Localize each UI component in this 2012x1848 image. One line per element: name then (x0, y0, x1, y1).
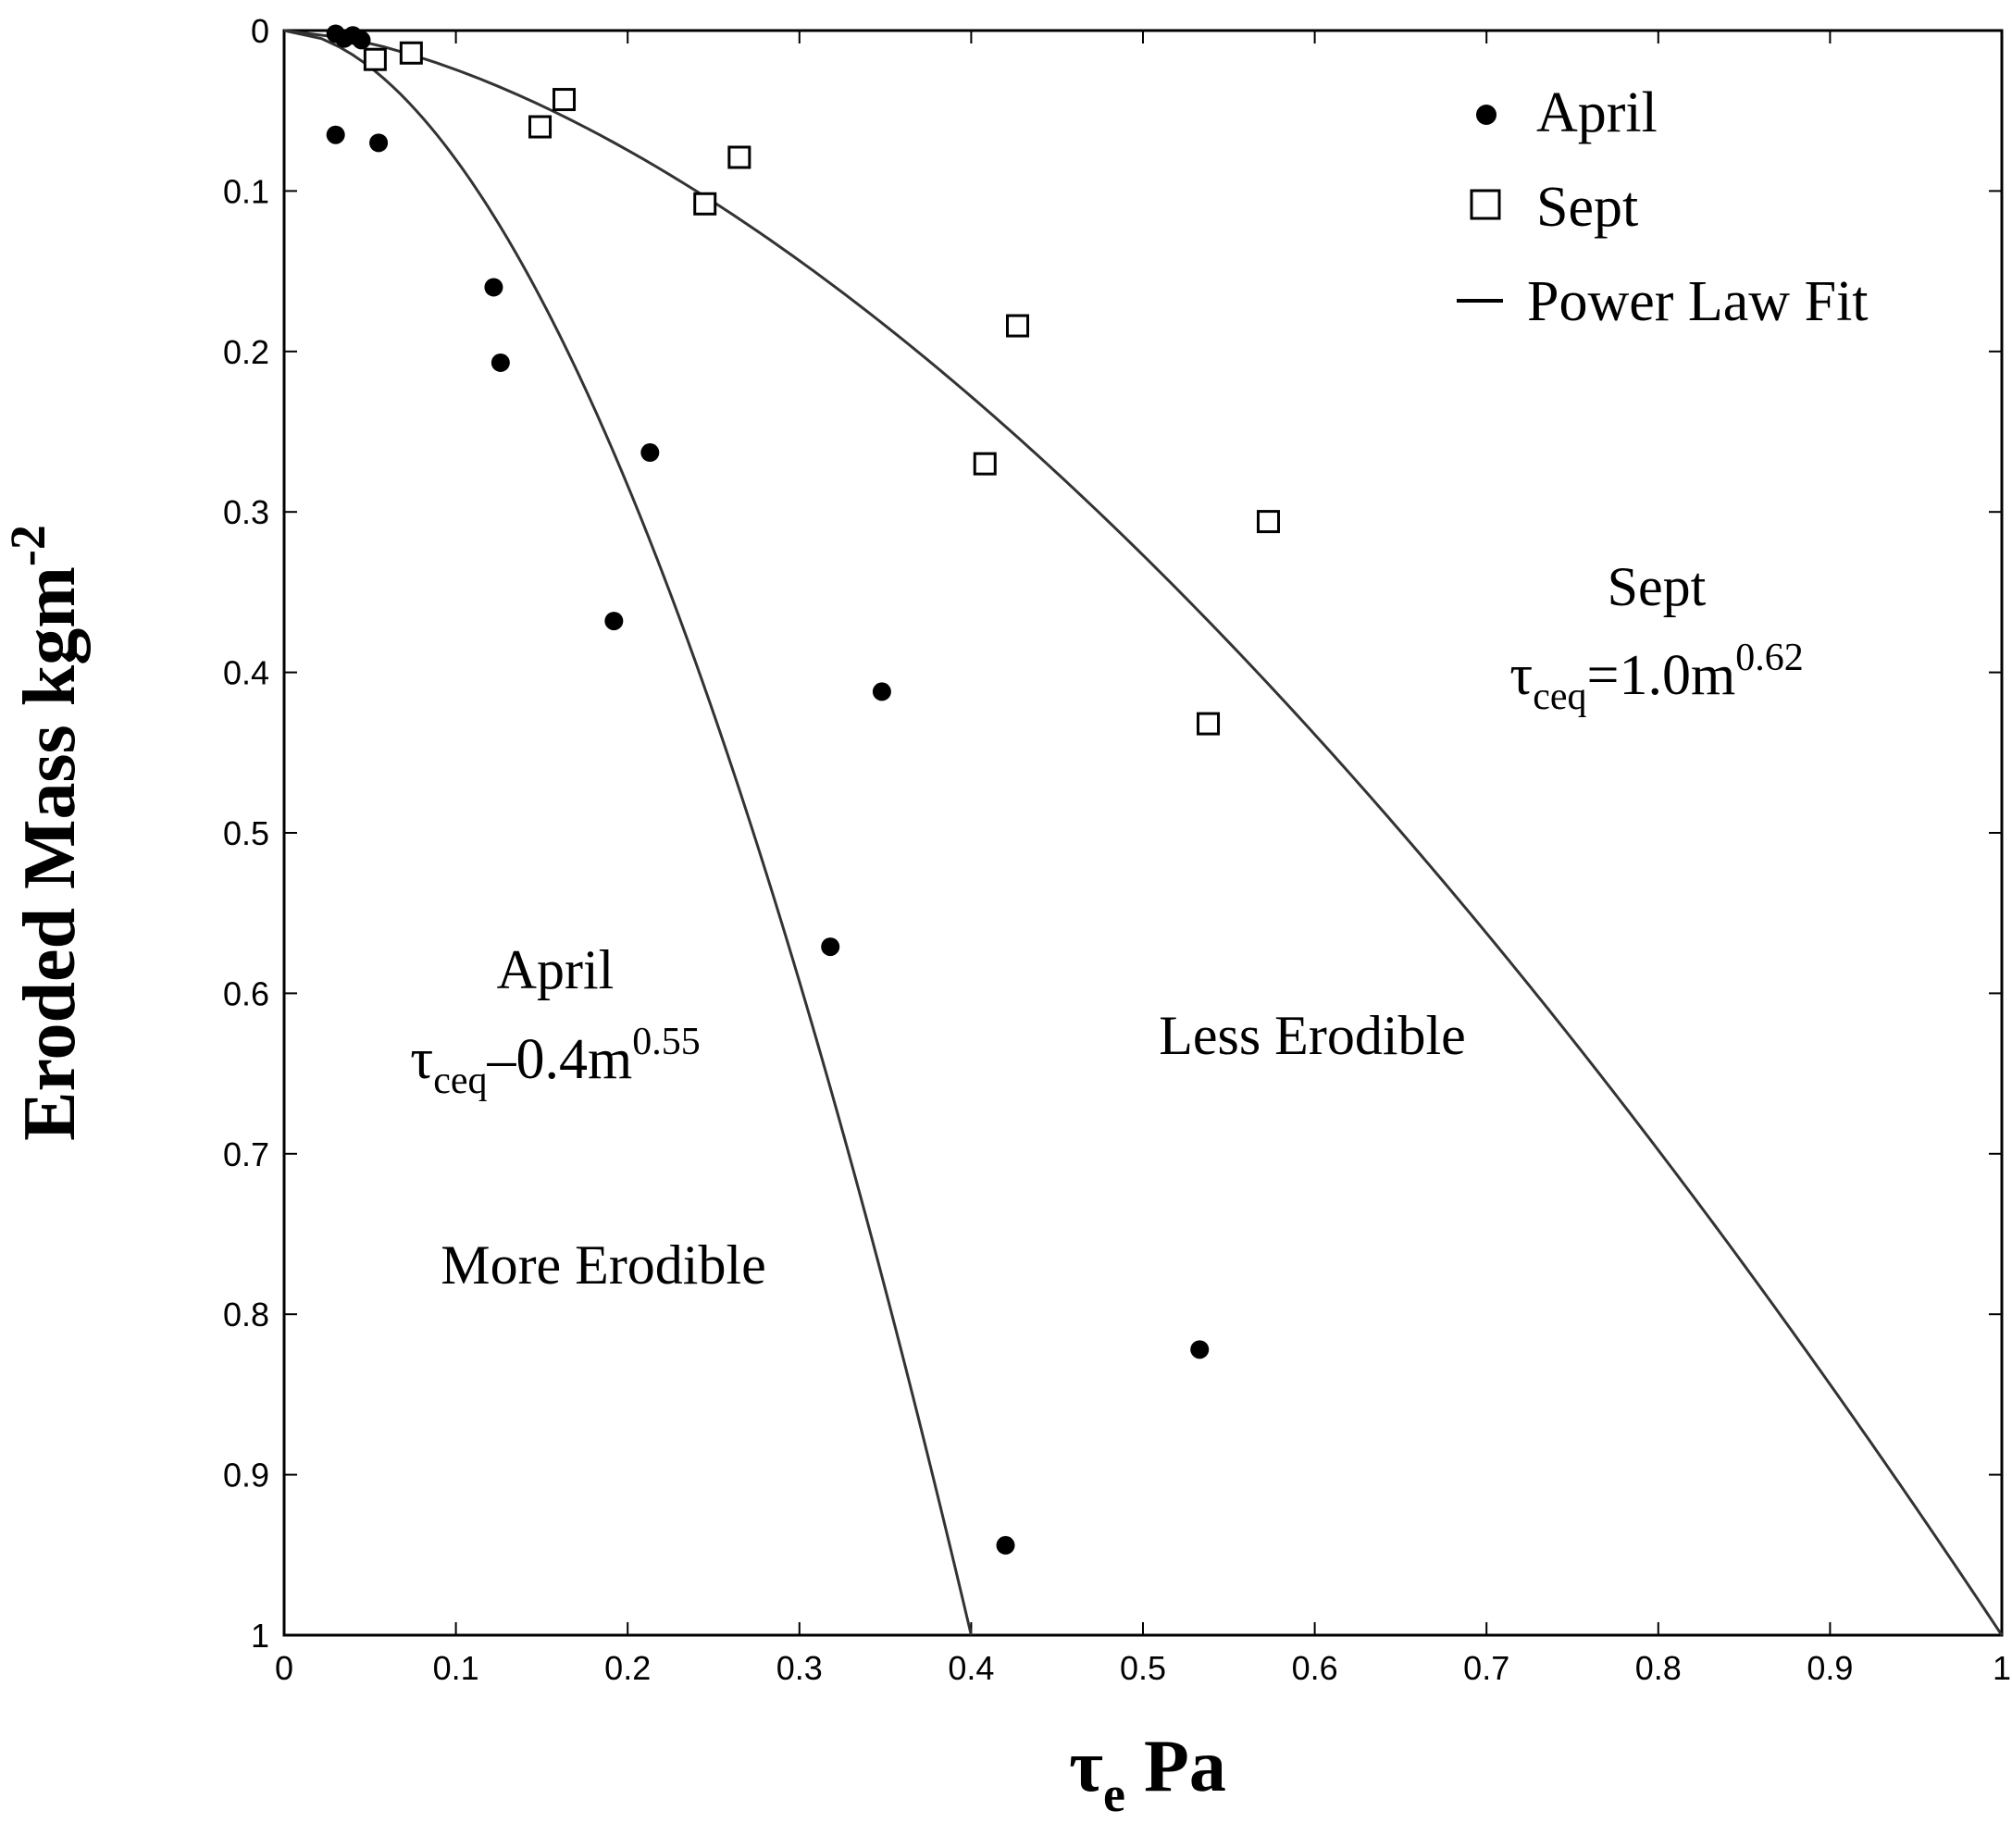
legend-sept-label: Sept (1536, 176, 1638, 239)
sept-point (1256, 510, 1280, 534)
x-tick-label: 0.3 (776, 1649, 823, 1687)
legend-sept-marker (1470, 189, 1501, 220)
fit-line-april (283, 29, 973, 1636)
legend: April Sept Power Law Fit (1457, 81, 1869, 333)
x-tick-label: 0.6 (1292, 1649, 1338, 1687)
legend-april-label: April (1536, 81, 1658, 144)
x-tick-label: 1 (1993, 1649, 2011, 1687)
y-tick-label: 0.2 (223, 333, 269, 371)
x-tick-label: 0.2 (604, 1649, 651, 1687)
sept-point (363, 47, 387, 71)
sept-point (1197, 712, 1221, 736)
april-fit-equation: τceq–0.4m0.55 (410, 1021, 700, 1102)
y-tick-label: 0.6 (223, 974, 269, 1012)
sept-point (399, 41, 423, 65)
legend-fit-label: Power Law Fit (1527, 270, 1869, 333)
y-tick-label: 0.5 (223, 814, 269, 852)
april-annotation-name: April (497, 939, 615, 1000)
y-tick-label: 0 (251, 12, 269, 50)
x-axis-label: τe Pa (1069, 1726, 1226, 1822)
april-point (491, 353, 510, 372)
april-point (640, 443, 660, 463)
y-tick-label: 0.3 (223, 493, 269, 531)
april-point (1190, 1340, 1210, 1359)
april-point (996, 1535, 1015, 1555)
y-tick-label: 0.7 (223, 1135, 269, 1173)
x-tick-label: 0.7 (1463, 1649, 1509, 1687)
sept-fit-equation: τceq=1.0m0.62 (1509, 637, 1803, 718)
power-law-fit-lines (283, 29, 2004, 1636)
april-point (352, 31, 371, 50)
less-erodible-label: Less Erodible (1159, 1005, 1466, 1066)
april-point (326, 125, 345, 144)
y-axis-ticks: 0 0.1 0.2 0.3 0.4 0.5 0.6 0.7 0.8 0.9 1 (223, 12, 2002, 1655)
data-points (326, 24, 1280, 1555)
x-tick-label: 0.4 (948, 1649, 994, 1687)
sept-point (1006, 314, 1030, 338)
y-tick-label: 0.4 (223, 654, 269, 692)
y-tick-label: 0.1 (223, 172, 269, 210)
april-point (369, 133, 389, 153)
april-point (872, 682, 891, 701)
more-erodible-label: More Erodible (441, 1234, 766, 1296)
x-tick-label: 0.5 (1120, 1649, 1166, 1687)
x-tick-label: 0.9 (1807, 1649, 1853, 1687)
april-point (604, 612, 624, 631)
y-tick-label: 1 (251, 1617, 269, 1655)
legend-april-marker (1476, 105, 1497, 125)
x-tick-label: 0 (275, 1649, 293, 1687)
sept-point (973, 452, 997, 476)
y-tick-label: 0.9 (223, 1457, 269, 1495)
april-point (484, 278, 503, 297)
x-tick-label: 0.8 (1635, 1649, 1682, 1687)
fit-line-sept (283, 29, 2004, 1636)
april-point (821, 937, 840, 957)
y-tick-label: 0.8 (223, 1296, 269, 1333)
x-axis-ticks: 0 0.1 0.2 0.3 0.4 0.5 0.6 0.7 0.8 0.9 1 (275, 31, 2011, 1687)
sept-point (693, 192, 717, 216)
sept-point (553, 88, 577, 112)
y-axis-label: Eroded Mass kgm-2 (0, 525, 91, 1141)
sept-point (528, 115, 553, 139)
sept-point (727, 145, 751, 169)
sept-annotation-name: Sept (1608, 556, 1707, 617)
x-tick-label: 0.1 (433, 1649, 479, 1687)
